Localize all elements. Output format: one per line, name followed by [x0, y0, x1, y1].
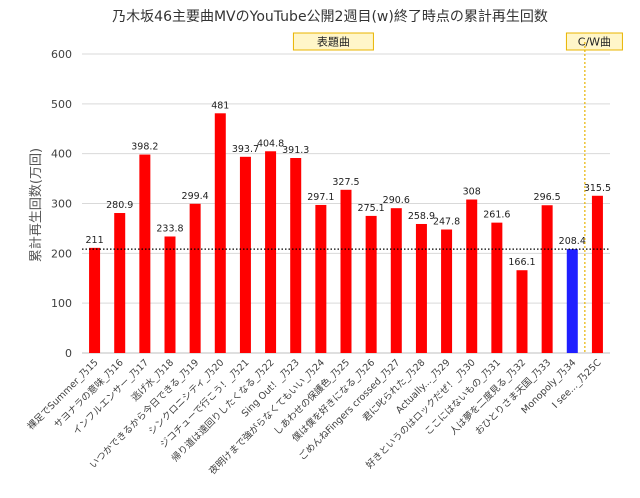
y-tick-labels: 0 100 200 300 400 500 600 — [51, 48, 72, 360]
bar — [315, 204, 327, 353]
y-tick-label: 300 — [51, 198, 72, 211]
y-tick-label: 500 — [51, 98, 72, 111]
bar — [415, 223, 427, 353]
y-tick-label: 0 — [65, 347, 72, 360]
data-label: 233.8 — [156, 223, 183, 234]
data-label: 211 — [86, 235, 104, 246]
data-label: 296.5 — [534, 192, 561, 203]
bar — [114, 213, 126, 353]
data-labels: 211 280.9 398.2 233.8 299.4 481 393.7404.8391.… — [86, 100, 612, 268]
bar — [491, 222, 503, 353]
data-label: 404.8 — [257, 138, 284, 149]
overlay-lines — [82, 42, 610, 353]
bar — [466, 199, 478, 353]
data-label: 327.5 — [332, 177, 359, 188]
data-label: 398.2 — [131, 142, 158, 153]
bar — [164, 236, 176, 353]
group-label: 表題曲 — [317, 35, 350, 49]
data-label: 315.5 — [584, 183, 611, 194]
data-label: 247.8 — [433, 217, 460, 228]
data-label: 393.7 — [232, 144, 259, 155]
bar — [239, 156, 251, 353]
bar — [139, 154, 151, 353]
bar — [365, 215, 377, 353]
chart-title: 乃木坂46主要曲MVのYouTube公開2週目(w)終了時点の累計再生回数 — [112, 9, 548, 25]
bar — [390, 208, 402, 353]
bar — [265, 151, 277, 353]
bar — [89, 247, 101, 353]
data-label: 258.9 — [408, 211, 435, 222]
data-label: 297.1 — [307, 192, 334, 203]
group-labels: 表題曲 C/W曲 — [292, 32, 623, 51]
y-tick-label: 200 — [51, 247, 72, 260]
category-labels: 裸足でSummer_乃15サヨナラの意味_乃16インフルエンサー_乃17逃げ水_… — [25, 357, 604, 477]
y-axis-label: 累計再生回数(万回) — [28, 148, 44, 262]
group-label-box — [565, 32, 623, 51]
group-label-box — [292, 32, 374, 51]
data-label: 308 — [463, 187, 481, 198]
y-tick-label: 100 — [51, 297, 72, 310]
bars — [89, 113, 603, 353]
data-label: 481 — [211, 100, 229, 111]
data-label: 261.6 — [483, 210, 510, 221]
y-tick-label: 600 — [51, 48, 72, 61]
data-label: 280.9 — [106, 200, 133, 211]
bar — [214, 113, 226, 353]
data-label: 299.4 — [182, 191, 209, 202]
bar — [441, 229, 453, 353]
bar — [541, 205, 553, 353]
data-label: 391.3 — [282, 145, 309, 156]
data-label: 290.6 — [383, 195, 410, 206]
bar — [591, 195, 603, 353]
bar — [340, 189, 352, 353]
bar — [516, 270, 528, 353]
data-label: 275.1 — [358, 203, 385, 214]
bar — [566, 249, 578, 353]
data-label: 208.4 — [559, 236, 586, 247]
bar — [290, 158, 302, 353]
data-label: 166.1 — [508, 257, 535, 268]
y-tick-label: 400 — [51, 148, 72, 161]
group-label: C/W曲 — [578, 36, 611, 49]
bar — [189, 203, 201, 353]
